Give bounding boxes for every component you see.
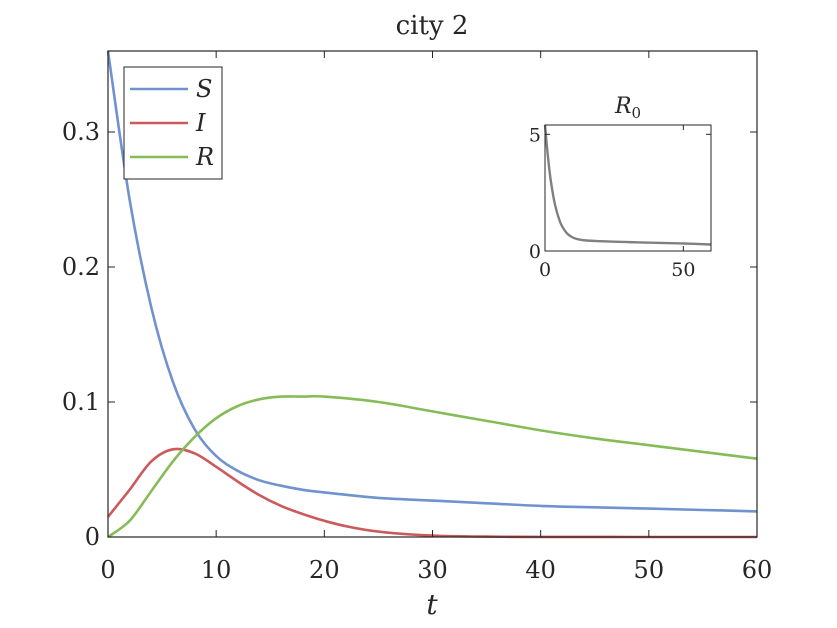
x-tick-label: 10 bbox=[201, 556, 232, 584]
y-axis: 0 0.1 0.2 0.3 bbox=[62, 118, 757, 551]
x-tick-label: 50 bbox=[634, 556, 665, 584]
y-tick-label: 0 bbox=[85, 523, 100, 551]
inset-series-line bbox=[543, 124, 712, 246]
legend-label-S: S bbox=[196, 75, 212, 103]
chart-title: city 2 bbox=[396, 11, 469, 41]
x-tick-label: 0 bbox=[100, 556, 115, 584]
inset-y-tick-label: 0 bbox=[529, 241, 541, 263]
series-line-S bbox=[106, 50, 758, 513]
legend-label-R: R bbox=[195, 143, 214, 171]
x-axis: 0 10 20 30 40 50 60 bbox=[100, 51, 772, 584]
inset-x-tick-label: 0 bbox=[539, 259, 551, 281]
inset-x-tick-label: 50 bbox=[671, 259, 695, 281]
legend-label-I: I bbox=[195, 109, 206, 137]
inset-series-group bbox=[543, 124, 712, 246]
inset-background bbox=[545, 125, 711, 251]
y-tick-label: 0.3 bbox=[62, 118, 100, 146]
series-line-I bbox=[106, 447, 757, 539]
inset-axes-box bbox=[544, 124, 712, 252]
inset-title-main: R bbox=[614, 94, 632, 119]
y-tick-label: 0.1 bbox=[62, 388, 100, 416]
inset-y-tick-label: 5 bbox=[529, 124, 541, 146]
inset-title: R0 bbox=[614, 94, 641, 122]
x-tick-label: 40 bbox=[525, 556, 556, 584]
series-line-R bbox=[107, 394, 758, 539]
x-tick-label: 30 bbox=[417, 556, 448, 584]
y-tick-label: 0.2 bbox=[62, 253, 100, 281]
x-axis-label: t bbox=[426, 588, 438, 621]
legend: SIR bbox=[123, 66, 223, 180]
inset-x-axis: 0 50 bbox=[539, 125, 695, 281]
inset-title-subscript: 0 bbox=[632, 104, 642, 122]
inset-chart: R0 0 50 05 bbox=[529, 94, 712, 281]
x-tick-label: 20 bbox=[309, 556, 340, 584]
x-tick-label: 60 bbox=[742, 556, 773, 584]
inset-y-axis: 05 bbox=[529, 124, 711, 263]
